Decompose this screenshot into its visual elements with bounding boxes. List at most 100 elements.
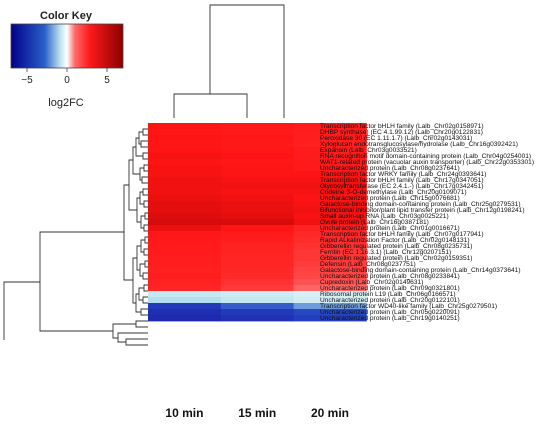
heatmap-cell bbox=[148, 213, 222, 220]
heatmap-cell bbox=[148, 309, 222, 316]
heatmap-cell bbox=[148, 141, 222, 148]
row-label: Uncharacterized protein (Lalb_Chr08g0233… bbox=[320, 273, 460, 280]
heatmap-cell bbox=[220, 249, 294, 256]
row-label: Transcription factor WRKY family (Lalb_C… bbox=[320, 171, 486, 178]
row-label: Ovule protein (Lalb_Chr16g0387181) bbox=[320, 219, 429, 226]
heatmap-cell bbox=[220, 243, 294, 250]
heatmap-cell bbox=[293, 189, 367, 196]
heatmap-cell bbox=[220, 219, 294, 226]
row-label: Gibberellin regulated protein (Lalb_Chr0… bbox=[320, 243, 473, 250]
heatmap-cell bbox=[293, 297, 367, 304]
row-label: Galactose-binding domain-containing prot… bbox=[320, 267, 521, 274]
heatmap-cell bbox=[148, 285, 222, 292]
heatmap-cell bbox=[148, 297, 222, 304]
heatmap-cell bbox=[293, 153, 367, 160]
heatmap-cell bbox=[220, 195, 294, 202]
row-label: Peroxidase 30 (EC 1.11.1.7) (Lalb_Chr02g… bbox=[320, 135, 472, 142]
heatmap-cell bbox=[220, 213, 294, 220]
heatmap-cell bbox=[293, 225, 367, 232]
heatmap-cell bbox=[148, 123, 222, 130]
column-label: 20 min bbox=[311, 406, 349, 420]
heatmap-cell bbox=[293, 129, 367, 136]
row-label: Bifunctional inhibitor/plant lipid trans… bbox=[320, 207, 525, 214]
heatmap-cell bbox=[293, 201, 367, 208]
heatmap-cell bbox=[220, 201, 294, 208]
color-key-tick-label: 5 bbox=[104, 75, 110, 86]
heatmap-cell bbox=[293, 261, 367, 268]
color-key: Color Key −5 0 5 log2FC bbox=[10, 10, 124, 109]
heatmap-cell bbox=[220, 261, 294, 268]
row-label: Codeine 3-O-demethylase (Lalb_Chr20g0109… bbox=[320, 189, 467, 196]
heatmap-cell bbox=[293, 135, 367, 142]
heatmap-cell bbox=[293, 237, 367, 244]
heatmap-cell bbox=[220, 291, 294, 298]
heatmap-cell bbox=[148, 219, 222, 226]
row-label: Ribosomal protein L19 (Lalb_Chr06g016657… bbox=[320, 291, 456, 298]
heatmap-cell bbox=[148, 315, 222, 322]
color-key-title: Color Key bbox=[40, 10, 93, 22]
heatmap-cell bbox=[220, 165, 294, 172]
heatmap-cell bbox=[220, 267, 294, 274]
color-key-label: log2FC bbox=[48, 97, 84, 109]
column-dendrogram bbox=[173, 4, 285, 118]
heatmap-cell bbox=[293, 123, 367, 130]
row-label: Cupredoxin (Lalb_Chr02g0149631) bbox=[320, 279, 423, 286]
row-label: Galactose-binding domain-containing prot… bbox=[320, 201, 521, 208]
heatmap-cell bbox=[220, 189, 294, 196]
row-label: Glycosyltransferase (EC 2.4.1.-) (Lalb_C… bbox=[320, 183, 483, 190]
heatmap-cell bbox=[293, 255, 367, 262]
heatmap-cell bbox=[220, 177, 294, 184]
heatmap-cell bbox=[220, 273, 294, 280]
heatmap-cell bbox=[148, 171, 222, 178]
row-label: Xyloglucan endotransglucosylase/hydrolas… bbox=[320, 141, 518, 148]
heatmap-cell bbox=[148, 201, 222, 208]
row-label: Uncharacterized protein (Lalb_Chr01g0016… bbox=[320, 225, 460, 232]
heatmap-cell bbox=[220, 147, 294, 154]
heatmap-cell bbox=[220, 171, 294, 178]
heatmap-cell bbox=[293, 243, 367, 250]
row-label: WAT1-related protein (vacuolar auxin tra… bbox=[320, 159, 534, 166]
heatmap-cell bbox=[293, 213, 367, 220]
column-labels: 10 min 15 min 20 min bbox=[165, 406, 349, 420]
heatmap-cell bbox=[293, 207, 367, 214]
heatmap-cell bbox=[293, 141, 367, 148]
heatmap-cell bbox=[293, 147, 367, 154]
column-label: 15 min bbox=[238, 406, 276, 420]
heatmap-cell bbox=[148, 273, 222, 280]
heatmap-cell bbox=[293, 249, 367, 256]
heatmap-cell bbox=[148, 165, 222, 172]
heatmap-cell bbox=[148, 207, 222, 214]
heatmap-cell bbox=[148, 147, 222, 154]
color-key-ticks: −5 0 5 bbox=[21, 68, 110, 86]
heatmap-cell bbox=[220, 297, 294, 304]
heatmap-cell bbox=[148, 129, 222, 136]
heatmap-cell bbox=[220, 207, 294, 214]
row-label: Gibberellin regulated protein (Lalb_Chr0… bbox=[320, 255, 473, 262]
heatmap-cell bbox=[293, 309, 367, 316]
heatmap-cell bbox=[148, 183, 222, 190]
heatmap-cell bbox=[220, 159, 294, 166]
color-key-gradient bbox=[10, 23, 124, 69]
row-dendrogram bbox=[3, 128, 148, 346]
row-label: Uncharacterized protein (Lalb_Chr19g0140… bbox=[320, 315, 460, 322]
heatmap-cell bbox=[293, 159, 367, 166]
row-label: Defensin (Lalb_Chr08g0237751) bbox=[320, 261, 416, 268]
heatmap-cell bbox=[293, 183, 367, 190]
heatmap-cell bbox=[220, 183, 294, 190]
heatmap-cell bbox=[293, 231, 367, 238]
heatmap-cell bbox=[220, 255, 294, 262]
heatmap-cell bbox=[220, 225, 294, 232]
heatmap-cell bbox=[293, 279, 367, 286]
row-label: Small auxin-up RNA (Lalb_Chr03g0025221) bbox=[320, 213, 449, 220]
heatmap-cell bbox=[293, 171, 367, 178]
row-labels: Transcription factor bHLH family (Lalb_C… bbox=[320, 123, 534, 322]
row-label: Uncharacterized protein (Lalb_Chr05g0220… bbox=[320, 309, 460, 316]
row-label: Rapid ALkalinization Factor (Lalb_Chr02g… bbox=[320, 237, 470, 244]
row-label: Transcription factor bHLH family (Lalb_C… bbox=[320, 123, 484, 130]
heatmap-cell bbox=[148, 225, 222, 232]
heatmap-cell bbox=[148, 303, 222, 310]
heatmap-cell bbox=[220, 129, 294, 136]
heatmap-cell bbox=[220, 141, 294, 148]
heatmap-cells bbox=[148, 123, 367, 322]
